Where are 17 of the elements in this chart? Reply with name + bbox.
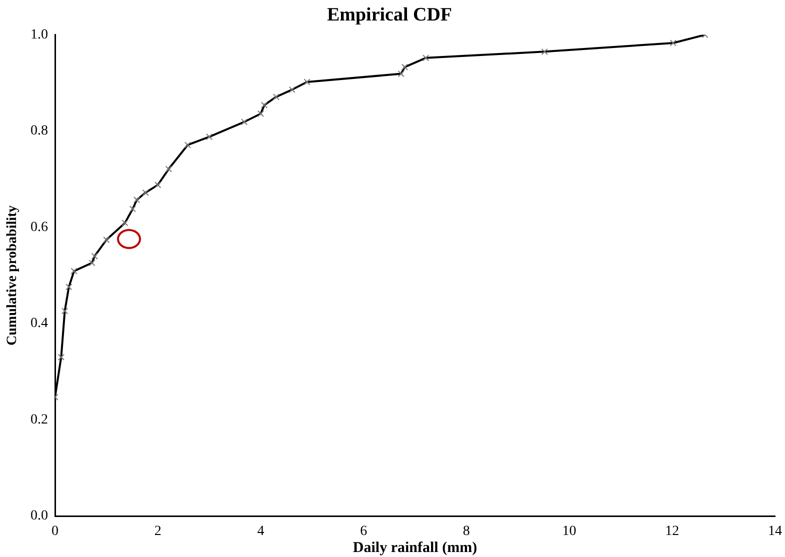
x-tick-label: 2 (154, 524, 162, 540)
y-axis-title: Cumulative probability (5, 205, 20, 346)
y-tick-label: 0.6 (30, 220, 48, 235)
x-tick-label: 14 (768, 524, 782, 540)
x-tick-label: 0 (52, 524, 58, 540)
x-tick-label: 12 (665, 524, 680, 540)
y-tick-label: 1.0 (30, 27, 48, 42)
chart-title: Empirical CDF (326, 4, 452, 26)
y-tick-label: 0.0 (30, 508, 48, 524)
x-tick-label: 4 (257, 524, 264, 540)
x-tick-label: 10 (562, 524, 576, 540)
x-tick-label: 8 (462, 524, 470, 540)
x-axis-title: Daily rainfall (mm) (352, 540, 478, 556)
x-tick-label: 6 (360, 524, 368, 540)
y-tick-label: 0.2 (30, 412, 48, 428)
y-tick-label: 0.8 (30, 124, 48, 139)
y-tick-label: 0.4 (30, 316, 48, 332)
